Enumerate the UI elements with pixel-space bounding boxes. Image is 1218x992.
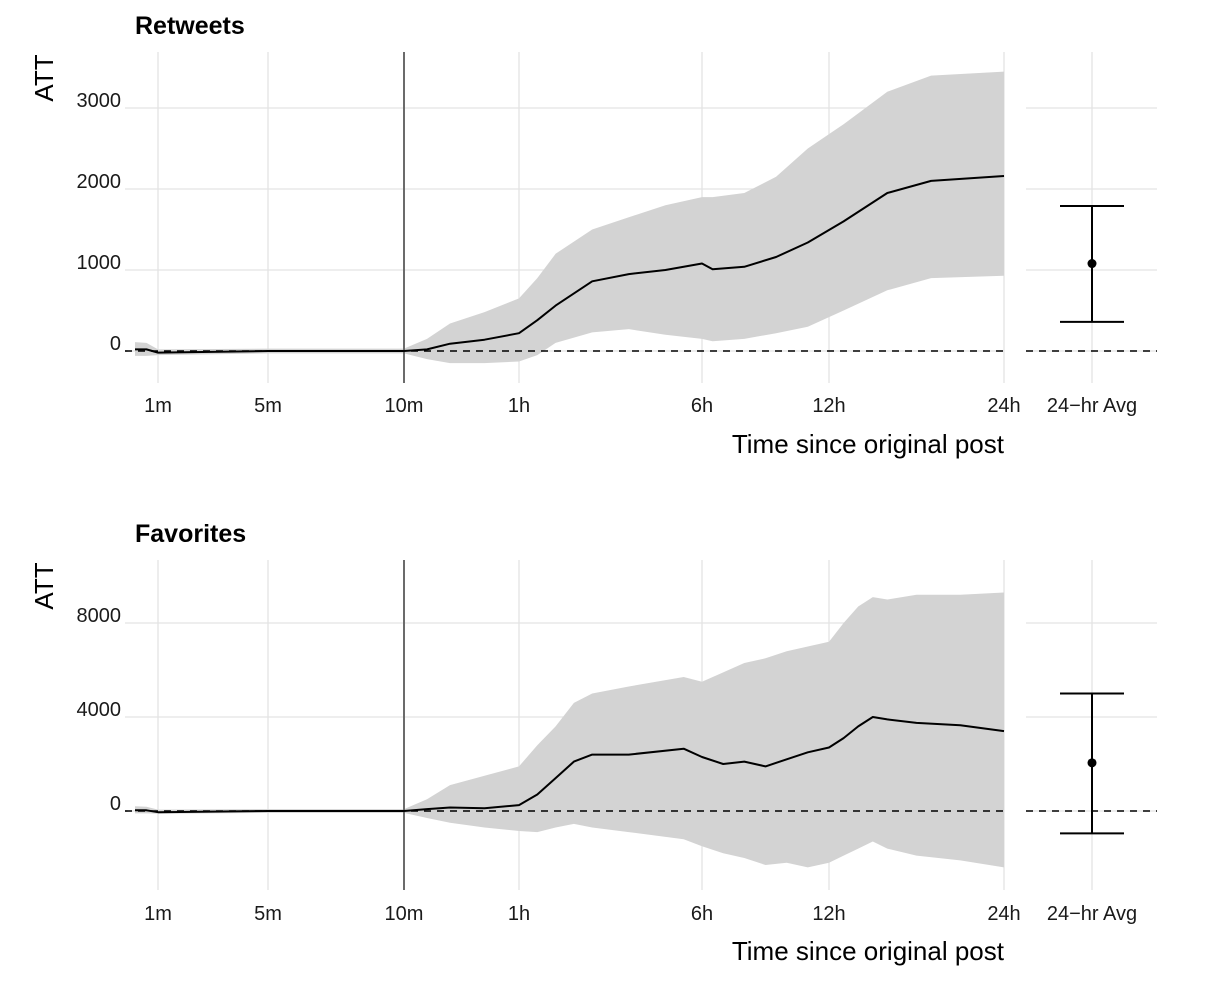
x-tick-label: 1h: [508, 903, 530, 925]
y-tick-label: 0: [110, 333, 121, 355]
y-axis-title: ATT: [29, 54, 59, 101]
x-tick-label: 12h: [812, 395, 845, 417]
x-tick-label: 6h: [691, 903, 713, 925]
confidence-band: [135, 71, 1004, 364]
y-tick-label: 3000: [77, 90, 122, 112]
y-tick-label: 4000: [77, 699, 122, 721]
mean-point: [1087, 259, 1097, 269]
y-tick-label: 0: [110, 793, 121, 815]
x-tick-label: 5m: [254, 395, 282, 417]
x-tick-label: 12h: [812, 903, 845, 925]
x-tick-label: 24h: [987, 903, 1020, 925]
x-axis-title: Time since original post: [732, 936, 1005, 966]
x-axis-title: Time since original post: [732, 429, 1005, 459]
y-tick-label: 2000: [77, 171, 122, 193]
series-line: [135, 175, 1005, 354]
x-tick-label: 1m: [144, 903, 172, 925]
x-tick-label: 10m: [385, 395, 424, 417]
y-tick-label: 1000: [77, 252, 122, 274]
x-tick-label: 6h: [691, 395, 713, 417]
confidence-band: [135, 592, 1004, 868]
x-tick-label: 24h: [987, 395, 1020, 417]
summary-tick-label: 24−hr Avg: [1047, 903, 1137, 925]
summary-tick-label: 24−hr Avg: [1047, 395, 1137, 417]
panel-title: Retweets: [135, 12, 245, 40]
mean-point: [1087, 758, 1097, 768]
y-tick-label: 8000: [77, 605, 122, 627]
x-tick-label: 10m: [385, 903, 424, 925]
x-tick-label: 1m: [144, 395, 172, 417]
x-tick-label: 1h: [508, 395, 530, 417]
series-line: [135, 716, 1005, 814]
panel-0: Retweets ATT 0 1000 2000 3000 1m 5m 10m 1h 6h 12h 24…: [29, 12, 1157, 459]
y-axis-title: ATT: [29, 562, 59, 609]
x-tick-label: 5m: [254, 903, 282, 925]
panel-1: Favorites ATT 0 4000 8000 1m 5m 10m 1h 6h 12h 24h 24…: [29, 520, 1157, 966]
panel-title: Favorites: [135, 520, 246, 548]
